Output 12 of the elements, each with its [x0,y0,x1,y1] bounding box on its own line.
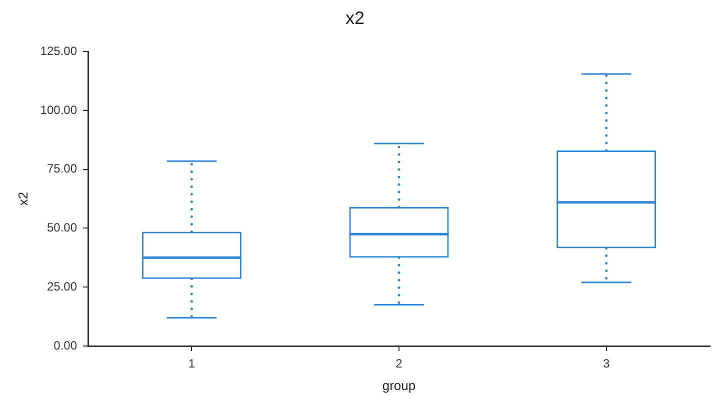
y-tick-label: 125.00 [40,44,78,58]
y-tick-label: 100.00 [40,102,78,117]
x-tick-label: 1 [188,356,196,371]
x-tick-label: 3 [602,356,610,371]
chart-title: x2 [345,8,365,28]
x-axis-title: group [382,378,416,393]
y-axis-title: x2 [15,192,30,206]
y-tick-label: 0.00 [54,338,78,352]
y-tick-label: 25.00 [46,279,78,294]
y-tick-label: 75.00 [46,162,78,176]
x-tick-label: 2 [396,356,403,371]
y-tick-label: 50.00 [46,220,78,235]
